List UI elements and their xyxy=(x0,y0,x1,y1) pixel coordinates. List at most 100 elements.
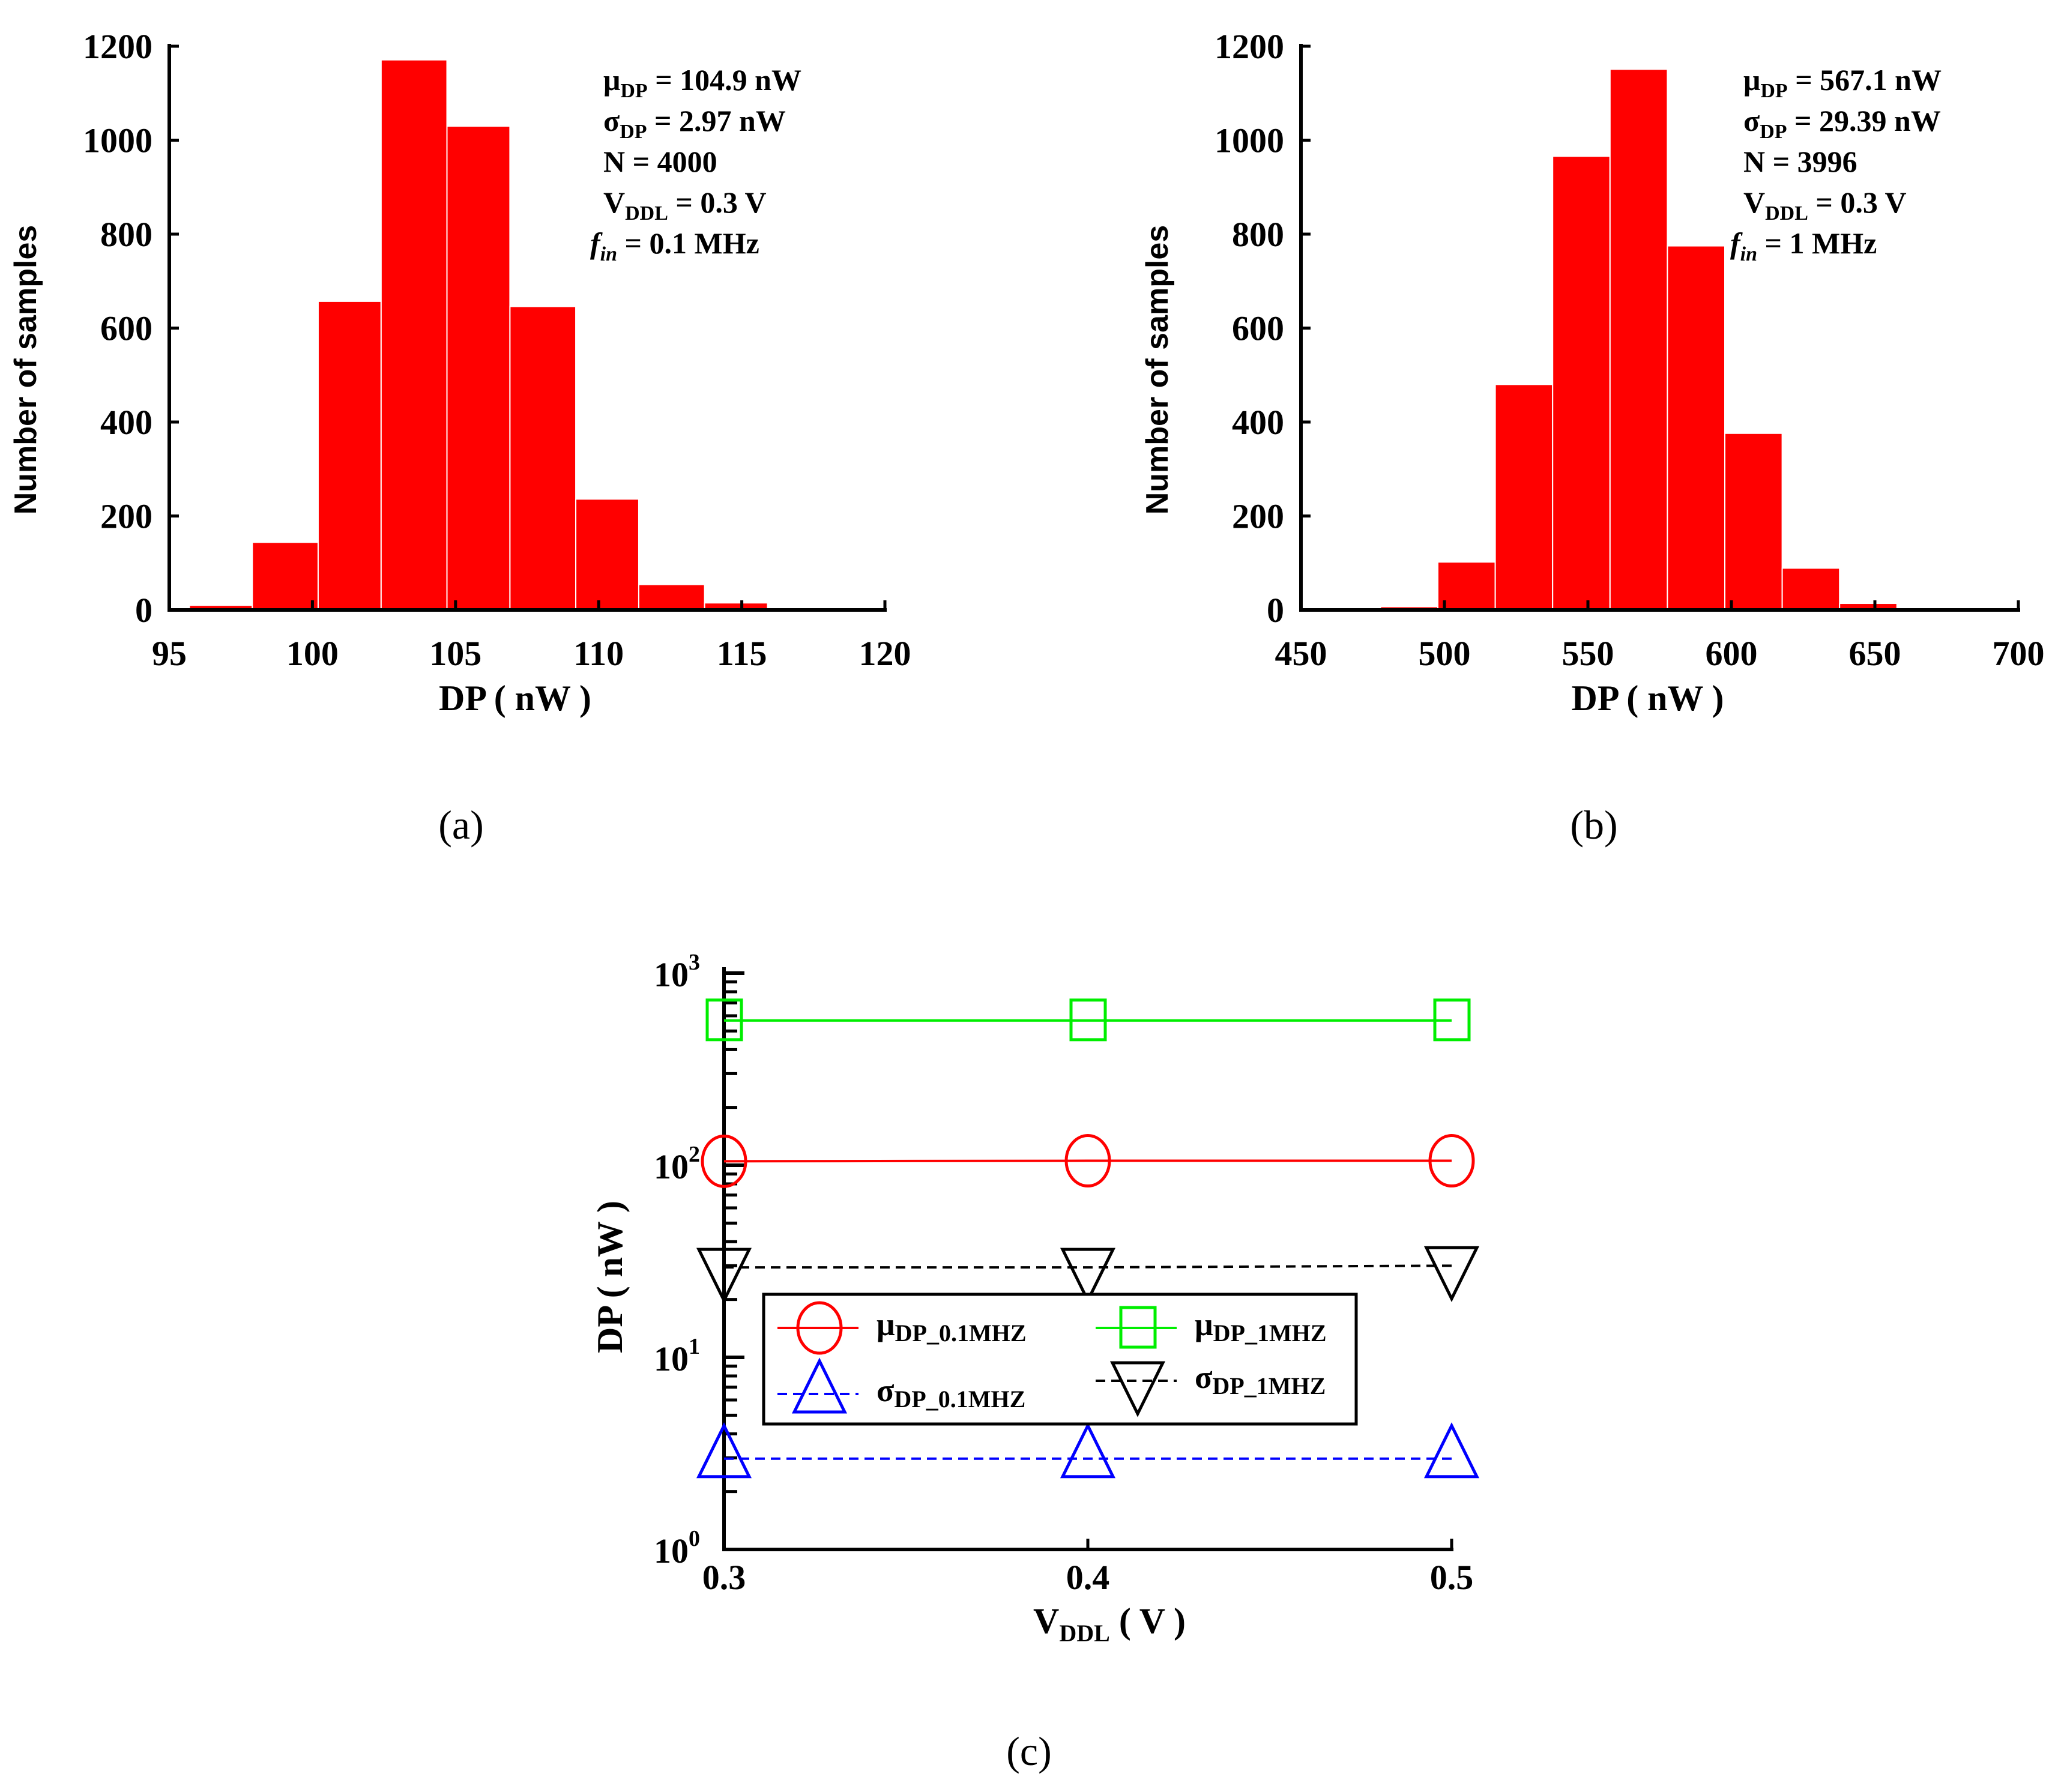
annotation-subscript: in xyxy=(1740,243,1757,265)
y-tick-label: 102 xyxy=(654,1142,700,1186)
stat-annotation: N = 4000 xyxy=(603,145,717,178)
histogram-bar xyxy=(1781,567,1841,611)
data-point-circle xyxy=(796,1301,843,1355)
legend-subscript: DP_1MHZ xyxy=(1212,1372,1326,1399)
y-tick-label: 100 xyxy=(654,1526,700,1570)
tick-exponent: 1 xyxy=(689,1334,700,1359)
panel-caption: (a) xyxy=(438,802,483,848)
annotation-value: = 567.1 nW xyxy=(1788,63,1942,97)
stat-annotation: σDP = 2.97 nW xyxy=(603,104,786,143)
tick-base: 10 xyxy=(654,1147,689,1186)
y-tick-label: 400 xyxy=(1232,403,1284,442)
stat-annotation: fin = 1 MHz xyxy=(1730,226,1877,265)
legend-item: μDP_1MHZ xyxy=(1096,1306,1327,1349)
y-axis-label: DP ( nW ) xyxy=(590,1201,630,1353)
legend-subscript: DP_0.1MHZ xyxy=(894,1386,1025,1413)
y-tick-label: 600 xyxy=(1232,309,1284,348)
legend-label: μDP_0.1MHZ xyxy=(877,1306,1027,1347)
legend-symbol: μ xyxy=(877,1306,895,1342)
stat-annotation: μDP = 567.1 nW xyxy=(1743,63,1942,102)
annotation-symbol: V xyxy=(603,186,625,219)
histogram-bar xyxy=(575,498,639,611)
annotation-subscript: DP xyxy=(620,121,647,143)
annotation-value: = 104.9 nW xyxy=(648,63,801,97)
y-tick-label: 400 xyxy=(100,403,152,442)
stat-annotation: VDDL = 0.3 V xyxy=(603,186,767,225)
legend-symbol: μ xyxy=(1195,1306,1213,1342)
series-line xyxy=(696,1246,1480,1304)
x-tick-label: 0.3 xyxy=(702,1558,746,1597)
tick-exponent: 0 xyxy=(689,1526,700,1551)
x-label-main: V xyxy=(1033,1601,1059,1641)
annotation-symbol: f xyxy=(590,226,603,260)
histogram-panel-b: 0 200 400 600 800 1000 1200 450 500 550 600 650 700 D… xyxy=(1140,27,2045,848)
annotation-value: = 1 MHz xyxy=(1757,226,1877,260)
y-tick-label: 200 xyxy=(1232,497,1284,536)
y-tick-label: 103 xyxy=(654,950,700,994)
histogram-bar xyxy=(380,59,448,611)
histogram-bar xyxy=(446,125,511,611)
histogram-bar xyxy=(1437,561,1496,611)
annotation-subscript: DP xyxy=(1760,121,1787,143)
y-tick-label: 0 xyxy=(135,591,152,630)
y-tick-label: 1200 xyxy=(83,27,152,66)
legend-subscript: DP_1MHZ xyxy=(1213,1320,1327,1347)
x-tick-label: 0.4 xyxy=(1066,1558,1110,1597)
y-tick-label: 600 xyxy=(100,309,152,348)
panel-caption: (b) xyxy=(1570,802,1617,848)
data-point-circle xyxy=(1064,1134,1111,1188)
data-point-triangle-down xyxy=(1423,1246,1480,1302)
data-point-square xyxy=(705,998,743,1042)
legend-subscript: DP_0.1MHZ xyxy=(895,1320,1027,1347)
annotation-value: = 0.3 V xyxy=(668,186,767,219)
y-tick-label: 200 xyxy=(100,497,152,536)
stat-annotation: μDP = 104.9 nW xyxy=(603,63,801,102)
annotation-symbol: μ xyxy=(1743,63,1760,97)
legend-label: σDP_1MHZ xyxy=(1195,1359,1326,1399)
annotation-subscript: DP xyxy=(620,80,647,102)
annotation-symbol: V xyxy=(1743,186,1765,219)
legend-label: μDP_1MHZ xyxy=(1195,1306,1327,1347)
annotation-symbol: σ xyxy=(1743,104,1760,137)
legend-symbol: σ xyxy=(877,1372,895,1408)
data-point-square xyxy=(1433,998,1471,1042)
panel-caption: (c) xyxy=(1006,1728,1051,1774)
x-tick-label: 110 xyxy=(573,634,624,673)
histogram-bar xyxy=(638,584,705,611)
histogram-bar xyxy=(317,300,382,611)
stat-annotation: fin = 0.1 MHz xyxy=(590,226,759,265)
data-point-triangle-up xyxy=(1060,1422,1116,1479)
x-tick-label: 120 xyxy=(859,634,911,673)
stat-annotation: VDDL = 0.3 V xyxy=(1743,186,1907,225)
x-axis-label: VDDL ( V ) xyxy=(1033,1601,1186,1647)
tick-exponent: 3 xyxy=(689,950,700,975)
annotation-subscript: in xyxy=(600,243,617,265)
annotation-subscript: DDL xyxy=(625,202,668,225)
histogram-bar xyxy=(252,542,319,611)
series-path xyxy=(723,1264,1452,1269)
x-tick-label: 700 xyxy=(1993,634,2045,673)
series-path xyxy=(723,1159,1452,1163)
data-point-triangle-up xyxy=(791,1357,848,1414)
histogram-bar xyxy=(1494,384,1554,611)
legend-item: σDP_1MHZ xyxy=(1096,1359,1326,1417)
annotation-subscript: DP xyxy=(1760,80,1787,102)
histogram-bar xyxy=(1724,432,1783,611)
data-point-triangle-down xyxy=(1109,1361,1166,1417)
histogram-bar xyxy=(509,306,577,611)
y-tick-label: 800 xyxy=(100,215,152,254)
x-tick-label: 450 xyxy=(1275,634,1327,673)
x-tick-label: 650 xyxy=(1849,634,1901,673)
data-point-triangle-down xyxy=(696,1247,752,1304)
x-tick-label: 500 xyxy=(1419,634,1471,673)
stat-annotation: σDP = 29.39 nW xyxy=(1743,104,1941,143)
annotation-symbol: N = 4000 xyxy=(603,145,717,178)
y-axis-label: Number of samples xyxy=(8,225,43,515)
y-tick-label: 1000 xyxy=(83,121,152,160)
annotation-value: = 0.3 V xyxy=(1808,186,1907,219)
series-line xyxy=(705,998,1471,1042)
histogram-bar xyxy=(1609,68,1668,611)
legend-symbol: σ xyxy=(1195,1359,1213,1395)
